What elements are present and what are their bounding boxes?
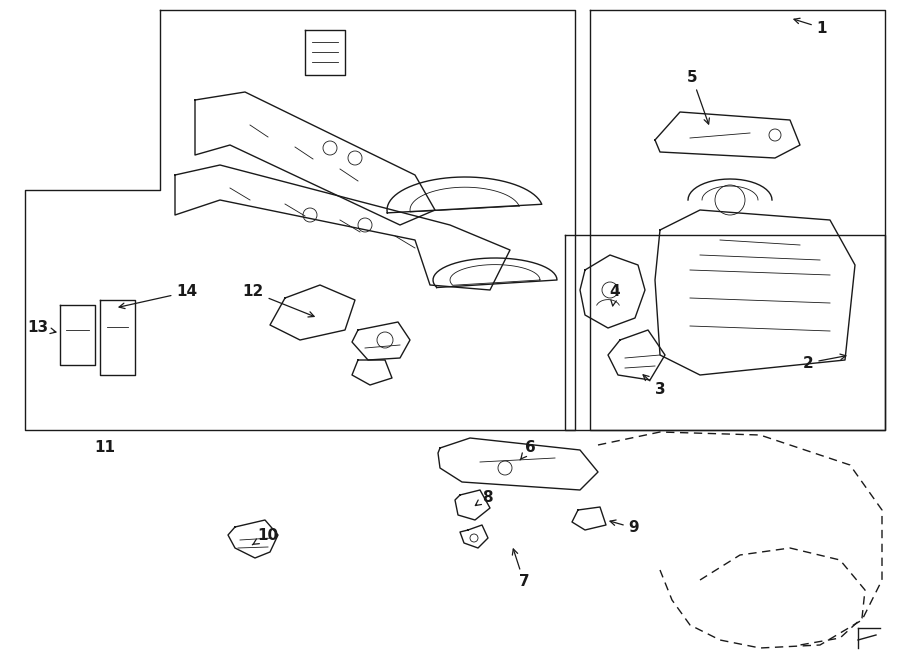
Text: 1: 1 — [794, 19, 827, 36]
Text: 11: 11 — [94, 440, 115, 455]
Polygon shape — [608, 330, 665, 380]
Polygon shape — [572, 507, 606, 530]
Polygon shape — [433, 258, 557, 288]
Polygon shape — [580, 255, 645, 328]
Polygon shape — [228, 520, 278, 558]
Text: 13: 13 — [27, 321, 56, 336]
Polygon shape — [60, 305, 95, 365]
Text: 3: 3 — [644, 375, 665, 397]
Polygon shape — [655, 112, 800, 158]
Polygon shape — [438, 438, 598, 490]
Polygon shape — [175, 165, 510, 290]
Text: 2: 2 — [803, 354, 846, 371]
Polygon shape — [305, 30, 345, 75]
Text: 5: 5 — [687, 69, 709, 124]
Text: 4: 4 — [609, 284, 620, 306]
Polygon shape — [688, 179, 772, 200]
Text: 7: 7 — [512, 549, 529, 590]
Polygon shape — [455, 490, 490, 520]
Polygon shape — [655, 210, 855, 375]
Text: 12: 12 — [242, 284, 314, 317]
Text: 14: 14 — [119, 284, 198, 309]
Text: 6: 6 — [520, 440, 536, 460]
Text: 8: 8 — [475, 490, 492, 506]
Polygon shape — [270, 285, 355, 340]
Polygon shape — [352, 360, 392, 385]
Text: 9: 9 — [610, 520, 639, 535]
Polygon shape — [387, 177, 542, 213]
Polygon shape — [100, 300, 135, 375]
Polygon shape — [195, 92, 435, 225]
Text: 10: 10 — [252, 527, 279, 545]
Polygon shape — [460, 525, 488, 548]
Polygon shape — [352, 322, 410, 360]
